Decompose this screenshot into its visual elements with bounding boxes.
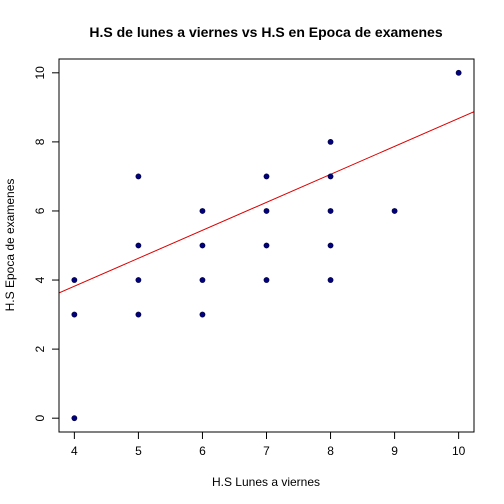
y-tick-label: 4 [33, 276, 47, 283]
x-axis: 4 5 6 7 8 9 10 [71, 431, 466, 458]
y-tick-label: 8 [33, 138, 47, 145]
x-tick-label: 5 [135, 444, 142, 458]
y-tick-label: 2 [33, 345, 47, 352]
data-point [455, 69, 462, 76]
x-tick-label: 7 [263, 444, 270, 458]
plot-area [59, 69, 474, 422]
data-point [135, 173, 142, 180]
y-tick-label: 10 [33, 66, 47, 80]
x-tick-label: 9 [391, 444, 398, 458]
data-point [263, 208, 270, 214]
chart-title: H.S de lunes a viernes vs H.S en Epoca d… [89, 24, 442, 40]
data-point [71, 277, 78, 283]
x-tick-label: 4 [71, 444, 78, 458]
x-tick-label: 10 [452, 444, 466, 458]
x-tick-label: 8 [327, 444, 334, 458]
y-axis: 0 2 4 6 8 10 [33, 66, 60, 422]
data-point [263, 173, 270, 180]
data-point [199, 242, 206, 249]
data-point [327, 242, 334, 249]
data-point [135, 277, 142, 283]
data-point [135, 242, 142, 249]
data-point [199, 277, 206, 283]
data-point [199, 311, 206, 318]
data-point [327, 277, 334, 283]
trend-line-layer [59, 111, 474, 294]
data-point [71, 311, 78, 318]
data-point [263, 277, 270, 283]
data-points [71, 69, 462, 422]
data-point [327, 173, 334, 180]
data-point [135, 311, 142, 318]
data-point [391, 208, 398, 214]
trend-line [59, 111, 474, 294]
y-tick-label: 0 [33, 415, 47, 422]
x-axis-label: H.S Lunes a viernes [212, 475, 320, 489]
y-axis-label: H.S Epoca de examenes [3, 179, 17, 312]
data-point [327, 138, 334, 145]
data-point [199, 208, 206, 214]
data-point [71, 415, 78, 422]
data-point [327, 208, 334, 214]
y-tick-label: 6 [33, 207, 47, 214]
data-point [263, 242, 270, 249]
x-tick-label: 6 [199, 444, 206, 458]
